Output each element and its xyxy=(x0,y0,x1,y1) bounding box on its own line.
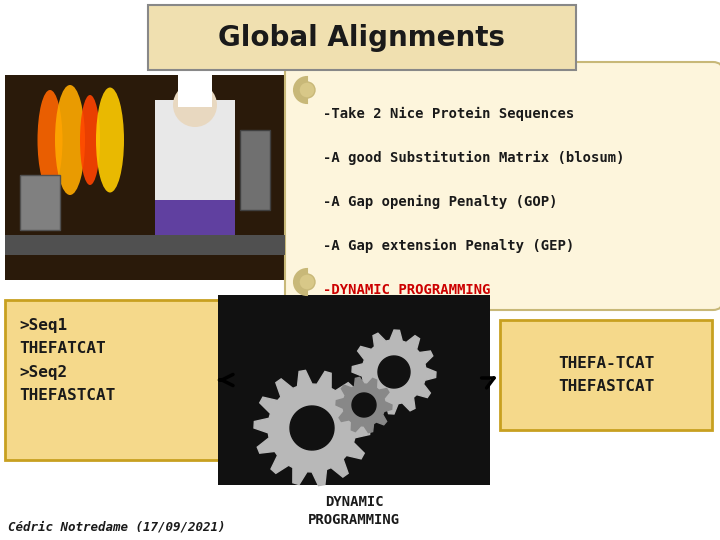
Bar xyxy=(155,100,235,240)
Bar xyxy=(178,75,212,107)
Circle shape xyxy=(299,274,315,290)
Bar xyxy=(5,75,285,280)
FancyBboxPatch shape xyxy=(285,62,720,310)
Wedge shape xyxy=(294,269,307,295)
Text: Cédric Notredame (17/09/2021): Cédric Notredame (17/09/2021) xyxy=(8,521,225,534)
Text: -A good Substitution Matrix (blosum): -A good Substitution Matrix (blosum) xyxy=(323,151,624,165)
Text: >Seq1
THEFATCAT
>Seq2
THEFASTCAT: >Seq1 THEFATCAT >Seq2 THEFASTCAT xyxy=(19,318,115,403)
Polygon shape xyxy=(254,370,370,485)
Ellipse shape xyxy=(37,90,63,190)
Ellipse shape xyxy=(96,87,124,192)
Bar xyxy=(240,130,270,210)
Bar xyxy=(20,175,60,230)
Text: -DYNAMIC PROGRAMMING: -DYNAMIC PROGRAMMING xyxy=(323,283,490,297)
FancyBboxPatch shape xyxy=(500,320,712,430)
Ellipse shape xyxy=(80,95,100,185)
Bar xyxy=(5,235,285,255)
Bar xyxy=(155,200,235,240)
Text: -Take 2 Nice Protein Sequences: -Take 2 Nice Protein Sequences xyxy=(323,107,575,121)
Polygon shape xyxy=(290,406,334,450)
Bar xyxy=(218,295,490,485)
Circle shape xyxy=(173,83,217,127)
FancyBboxPatch shape xyxy=(148,5,576,70)
Polygon shape xyxy=(336,377,392,433)
Text: -A Gap extension Penalty (GEP): -A Gap extension Penalty (GEP) xyxy=(323,239,575,253)
Text: THEFA-TCAT
THEFASTCAT: THEFA-TCAT THEFASTCAT xyxy=(558,356,654,394)
Text: -A Gap opening Penalty (GOP): -A Gap opening Penalty (GOP) xyxy=(323,195,557,209)
Polygon shape xyxy=(352,393,376,417)
Text: Global Alignments: Global Alignments xyxy=(218,24,505,51)
Wedge shape xyxy=(294,77,307,103)
Circle shape xyxy=(299,82,315,98)
Polygon shape xyxy=(378,356,410,388)
Text: DYNAMIC
PROGRAMMING: DYNAMIC PROGRAMMING xyxy=(308,495,400,528)
Ellipse shape xyxy=(55,85,85,195)
FancyBboxPatch shape xyxy=(5,300,220,460)
Polygon shape xyxy=(352,330,436,414)
